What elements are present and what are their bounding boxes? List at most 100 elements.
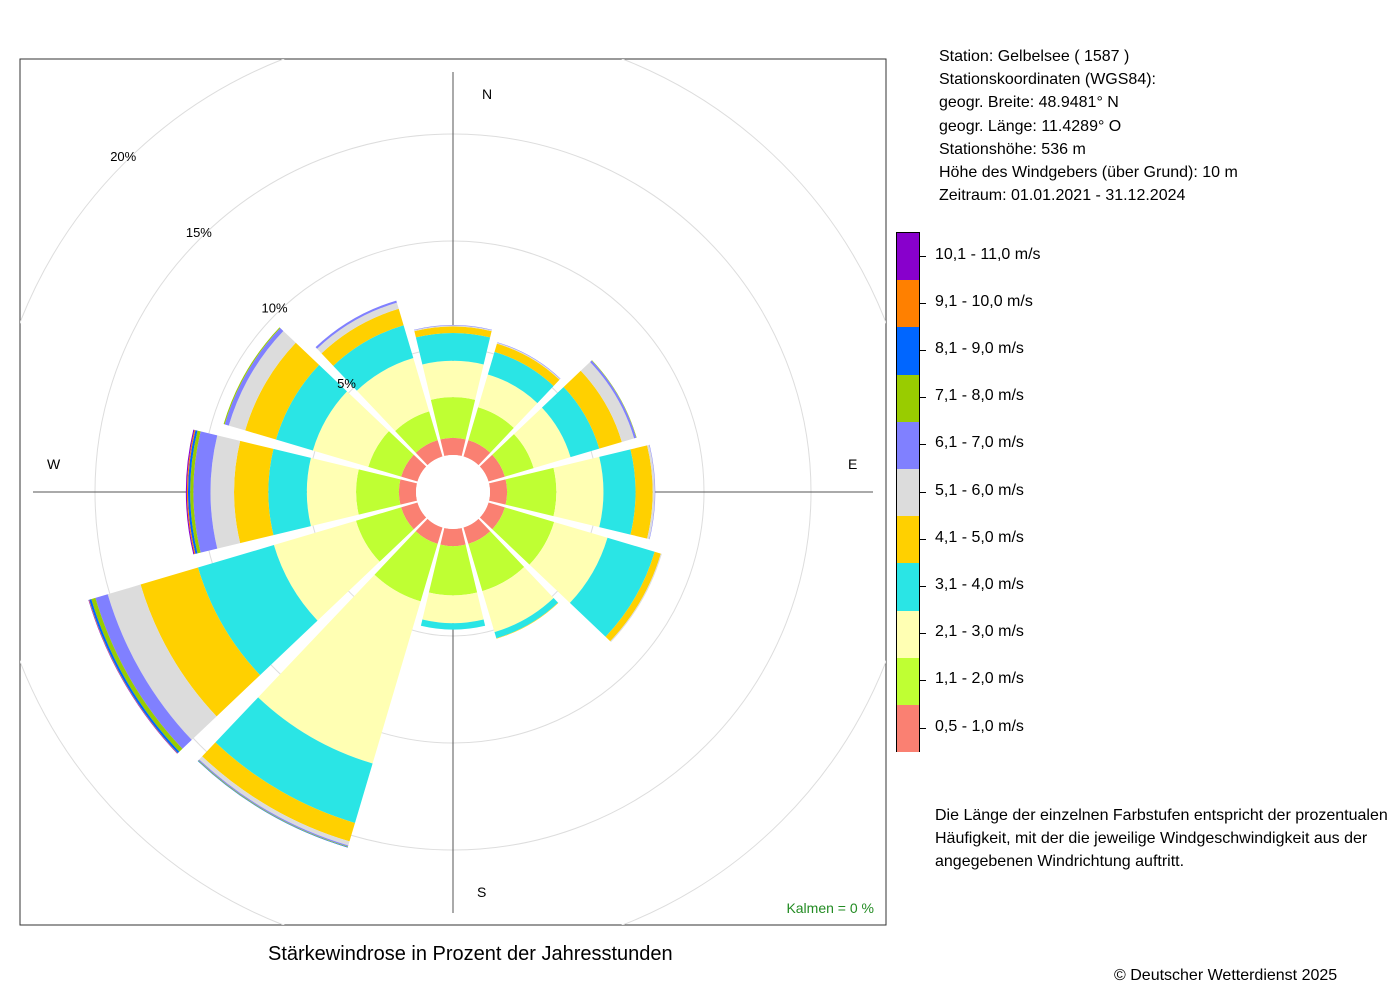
sector-30-speed-4 — [494, 343, 560, 386]
sector-210-speed-2 — [258, 574, 421, 764]
sector-270-speed-1 — [356, 469, 401, 515]
sector-180-speed-2 — [422, 592, 484, 624]
legend-tick — [920, 633, 926, 635]
legend-label-9: 9,1 - 10,0 m/s — [935, 292, 1033, 310]
legend-swatch-2 — [897, 610, 919, 658]
legend-label-2: 2,1 - 3,0 m/s — [935, 623, 1024, 641]
station-coords-title: Stationskoordinaten (WGS84): — [939, 71, 1156, 89]
sector-270-speed-10 — [185, 429, 195, 555]
sector-0-speed-6 — [414, 325, 492, 331]
legend-label-10: 10,1 - 11,0 m/s — [935, 245, 1041, 263]
sector-90-speed-0 — [488, 479, 508, 505]
sector-330-speed-5 — [317, 302, 399, 354]
sector-240-speed-0 — [401, 502, 427, 530]
sector-60-speed-2 — [513, 407, 571, 469]
sector-60-speed-0 — [479, 454, 505, 482]
sector-330-speed-3 — [333, 325, 414, 391]
station-longitude: geogr. Länge: 11.4289° O — [939, 117, 1122, 135]
station-latitude: geogr. Breite: 48.9481° N — [939, 94, 1119, 112]
sector-60-speed-1 — [492, 434, 534, 477]
legend-label-3: 3,1 - 4,0 m/s — [935, 576, 1024, 593]
sector-300-speed-5 — [228, 331, 296, 431]
legend-label-1: 1,1 - 2,0 m/s — [935, 670, 1024, 688]
sector-180-speed-0 — [440, 527, 466, 547]
sector-240-speed-2 — [273, 520, 380, 621]
legend-swatch-6 — [897, 421, 919, 469]
sector-210-speed-1 — [374, 531, 438, 602]
sector-120-speed-3 — [569, 537, 655, 637]
sector-270-speed-2 — [306, 457, 359, 527]
legend-swatch-7 — [897, 374, 919, 422]
sector-120-speed-1 — [492, 507, 555, 565]
sector-330-speed-0 — [415, 440, 443, 466]
sector-90-speed-5 — [647, 444, 655, 540]
sector-270-speed-4 — [234, 440, 274, 544]
legend-tick — [920, 538, 926, 540]
compass-label-w: W — [47, 456, 61, 472]
legend-tick — [920, 586, 926, 587]
compass-label-s: S — [477, 884, 486, 900]
sector-210-speed-3 — [215, 697, 373, 823]
sector-210-speed-0 — [415, 518, 443, 544]
sector-300-speed-3 — [275, 364, 347, 451]
sector-150-speed-0 — [463, 518, 491, 544]
station-elevation: Stationshöhe: 536 m — [939, 140, 1086, 158]
sector-0-speed-4 — [414, 326, 492, 338]
compass-label-e: E — [848, 456, 857, 472]
legend-label-8: 8,1 - 9,0 m/s — [935, 340, 1024, 357]
sector-270-speed-3 — [268, 448, 311, 536]
legend-tick — [920, 727, 926, 729]
legend-tick — [920, 350, 926, 351]
sector-240-speed-3 — [197, 545, 318, 676]
sector-240-speed-4 — [140, 567, 261, 717]
sensor-height: Höhe des Windgebers (über Grund): 10 m — [939, 164, 1238, 182]
sector-60-speed-4 — [563, 370, 622, 449]
sector-180-speed-3 — [420, 619, 486, 630]
chart-caption: Stärkewindrose in Prozent der Jahresstun… — [268, 943, 673, 965]
legend-label-0: 0,5 - 1,0 m/s — [935, 717, 1024, 735]
sector-0-speed-2 — [422, 360, 484, 400]
sector-90-speed-1 — [505, 467, 557, 517]
sector-300-speed-1 — [368, 431, 414, 477]
sector-0-speed-1 — [430, 397, 476, 440]
radial-tick-label: 15% — [186, 225, 212, 240]
legend-label-6: 6,1 - 7,0 m/s — [935, 434, 1024, 452]
sector-270-speed-6 — [193, 431, 218, 553]
legend-swatch-3 — [897, 563, 919, 611]
sector-180-speed-1 — [428, 544, 478, 596]
sector-30-speed-1 — [468, 407, 514, 453]
legend-tick — [920, 491, 926, 493]
sector-300-speed-6 — [224, 328, 284, 426]
legend-tick — [920, 255, 926, 257]
sector-240-speed-5 — [107, 584, 217, 740]
sector-0-speed-0 — [440, 437, 466, 457]
sector-90-speed-6 — [649, 444, 656, 540]
sector-330-speed-1 — [395, 411, 438, 453]
legend-tick — [920, 680, 926, 682]
sector-300-speed-4 — [245, 342, 320, 440]
copyright: © Deutscher Wetterdienst 2025 — [1114, 967, 1338, 984]
sector-270-speed-9 — [187, 429, 196, 555]
sector-60-speed-5 — [580, 361, 635, 442]
legend-swatch-8 — [897, 327, 919, 375]
legend-tick — [920, 397, 926, 399]
sector-240-speed-1 — [355, 507, 414, 562]
sector-120-speed-4 — [605, 551, 661, 642]
sector-150-speed-3 — [494, 598, 559, 639]
legend-swatch-1 — [897, 657, 919, 705]
speed-legend — [896, 232, 920, 753]
radial-tick-label: 5% — [337, 376, 356, 391]
sector-330-speed-2 — [356, 358, 430, 432]
legend-label-5: 5,1 - 6,0 m/s — [935, 481, 1024, 499]
radial-tick-label: 10% — [262, 301, 288, 316]
sector-60-speed-3 — [541, 386, 600, 458]
calm-label: Kalmen = 0 % — [786, 900, 874, 916]
sector-270-speed-0 — [398, 479, 418, 505]
radial-tick-labels: 5% 10% 15% 20% — [110, 149, 356, 391]
legend-label-7: 7,1 - 8,0 m/s — [935, 387, 1024, 405]
legend-swatch-9 — [897, 280, 919, 328]
sector-240-speed-6 — [95, 594, 192, 749]
legend-swatch-0 — [897, 705, 919, 753]
sector-0-speed-3 — [415, 333, 491, 365]
